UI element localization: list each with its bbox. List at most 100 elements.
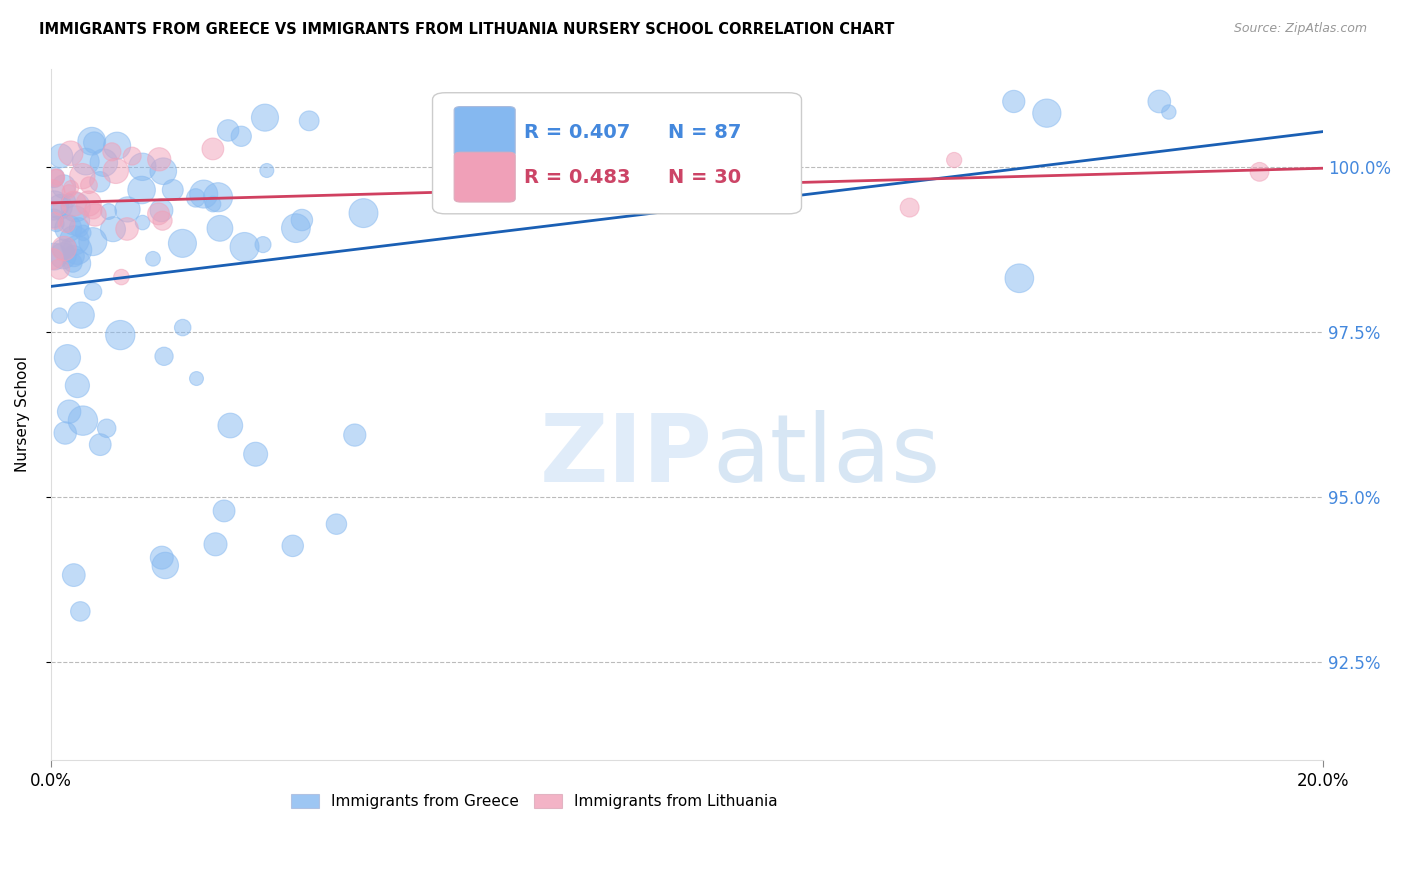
Point <box>131 160 153 174</box>
Point <box>77 178 100 193</box>
Point <box>291 213 314 227</box>
Point <box>105 138 128 153</box>
Point <box>80 134 103 148</box>
Point <box>63 213 86 227</box>
Point <box>48 262 70 277</box>
Point <box>1157 105 1180 120</box>
Point <box>72 414 94 428</box>
Point <box>208 221 231 235</box>
Text: ZIP: ZIP <box>540 410 713 502</box>
Point <box>193 187 215 202</box>
Point <box>172 236 194 251</box>
Point <box>488 125 510 139</box>
Point <box>52 242 75 256</box>
Point <box>59 146 82 161</box>
Legend: Immigrants from Greece, Immigrants from Lithuania: Immigrants from Greece, Immigrants from … <box>285 788 783 815</box>
Point <box>117 202 139 217</box>
Point <box>42 250 65 264</box>
Point <box>42 252 65 266</box>
Text: IMMIGRANTS FROM GREECE VS IMMIGRANTS FROM LITHUANIA NURSERY SCHOOL CORRELATION C: IMMIGRANTS FROM GREECE VS IMMIGRANTS FRO… <box>39 22 894 37</box>
Point <box>66 243 89 257</box>
Point <box>45 217 67 231</box>
Point <box>82 285 104 299</box>
Text: atlas: atlas <box>713 410 941 502</box>
Point <box>256 163 278 178</box>
Point <box>101 145 124 159</box>
Point <box>93 155 115 169</box>
Point <box>44 213 66 227</box>
Y-axis label: Nursery School: Nursery School <box>15 357 30 473</box>
Point <box>42 211 65 226</box>
Point <box>142 252 165 266</box>
Point <box>75 154 97 169</box>
Point <box>186 371 208 385</box>
Point <box>898 201 921 215</box>
FancyBboxPatch shape <box>433 93 801 214</box>
Point <box>58 185 80 199</box>
Point <box>217 123 239 137</box>
Point <box>55 217 77 231</box>
Point <box>63 249 86 263</box>
Point <box>49 200 72 214</box>
Point <box>77 196 100 211</box>
Point <box>1149 95 1171 109</box>
FancyBboxPatch shape <box>454 153 515 202</box>
Point <box>52 179 75 194</box>
Point <box>1249 165 1271 179</box>
Point <box>49 149 72 163</box>
Point <box>155 558 177 573</box>
Point <box>153 349 176 363</box>
Text: Source: ZipAtlas.com: Source: ZipAtlas.com <box>1233 22 1367 36</box>
Point <box>58 194 80 208</box>
Point <box>44 171 66 186</box>
Point <box>60 181 83 195</box>
Point <box>245 447 267 461</box>
Point <box>284 221 307 235</box>
Point <box>96 421 118 435</box>
Point <box>65 200 87 214</box>
Point <box>231 129 253 144</box>
Point <box>72 226 94 240</box>
FancyBboxPatch shape <box>454 106 515 156</box>
Point <box>110 328 132 343</box>
Point <box>66 378 89 392</box>
Point <box>53 425 76 440</box>
Point <box>89 175 111 189</box>
Point <box>152 213 174 227</box>
Point <box>89 437 111 451</box>
Point <box>82 235 104 249</box>
Point <box>150 550 173 565</box>
Point <box>53 242 76 256</box>
Point <box>56 351 79 365</box>
Point <box>83 136 105 150</box>
Point <box>150 203 173 218</box>
Point <box>67 220 90 235</box>
Point <box>84 208 107 222</box>
Point <box>450 189 472 203</box>
Point <box>343 428 366 442</box>
Point <box>101 222 124 236</box>
Point <box>115 222 138 236</box>
Point <box>121 149 143 163</box>
Point <box>1036 106 1059 120</box>
Point <box>48 202 70 216</box>
Point <box>298 113 321 128</box>
Point <box>110 270 132 285</box>
Point <box>233 240 256 254</box>
Point <box>62 568 84 582</box>
Point <box>943 153 966 167</box>
Point <box>152 164 174 178</box>
Text: N = 87: N = 87 <box>668 123 741 142</box>
Point <box>219 418 242 433</box>
Text: R = 0.407: R = 0.407 <box>524 123 630 142</box>
Point <box>172 320 194 334</box>
Point <box>207 190 229 204</box>
Point <box>58 405 80 419</box>
Point <box>104 164 127 178</box>
Text: R = 0.483: R = 0.483 <box>524 169 631 187</box>
Point <box>70 308 93 322</box>
Point <box>62 256 84 270</box>
Point <box>148 153 170 167</box>
Point <box>184 191 207 205</box>
Text: N = 30: N = 30 <box>668 169 741 187</box>
